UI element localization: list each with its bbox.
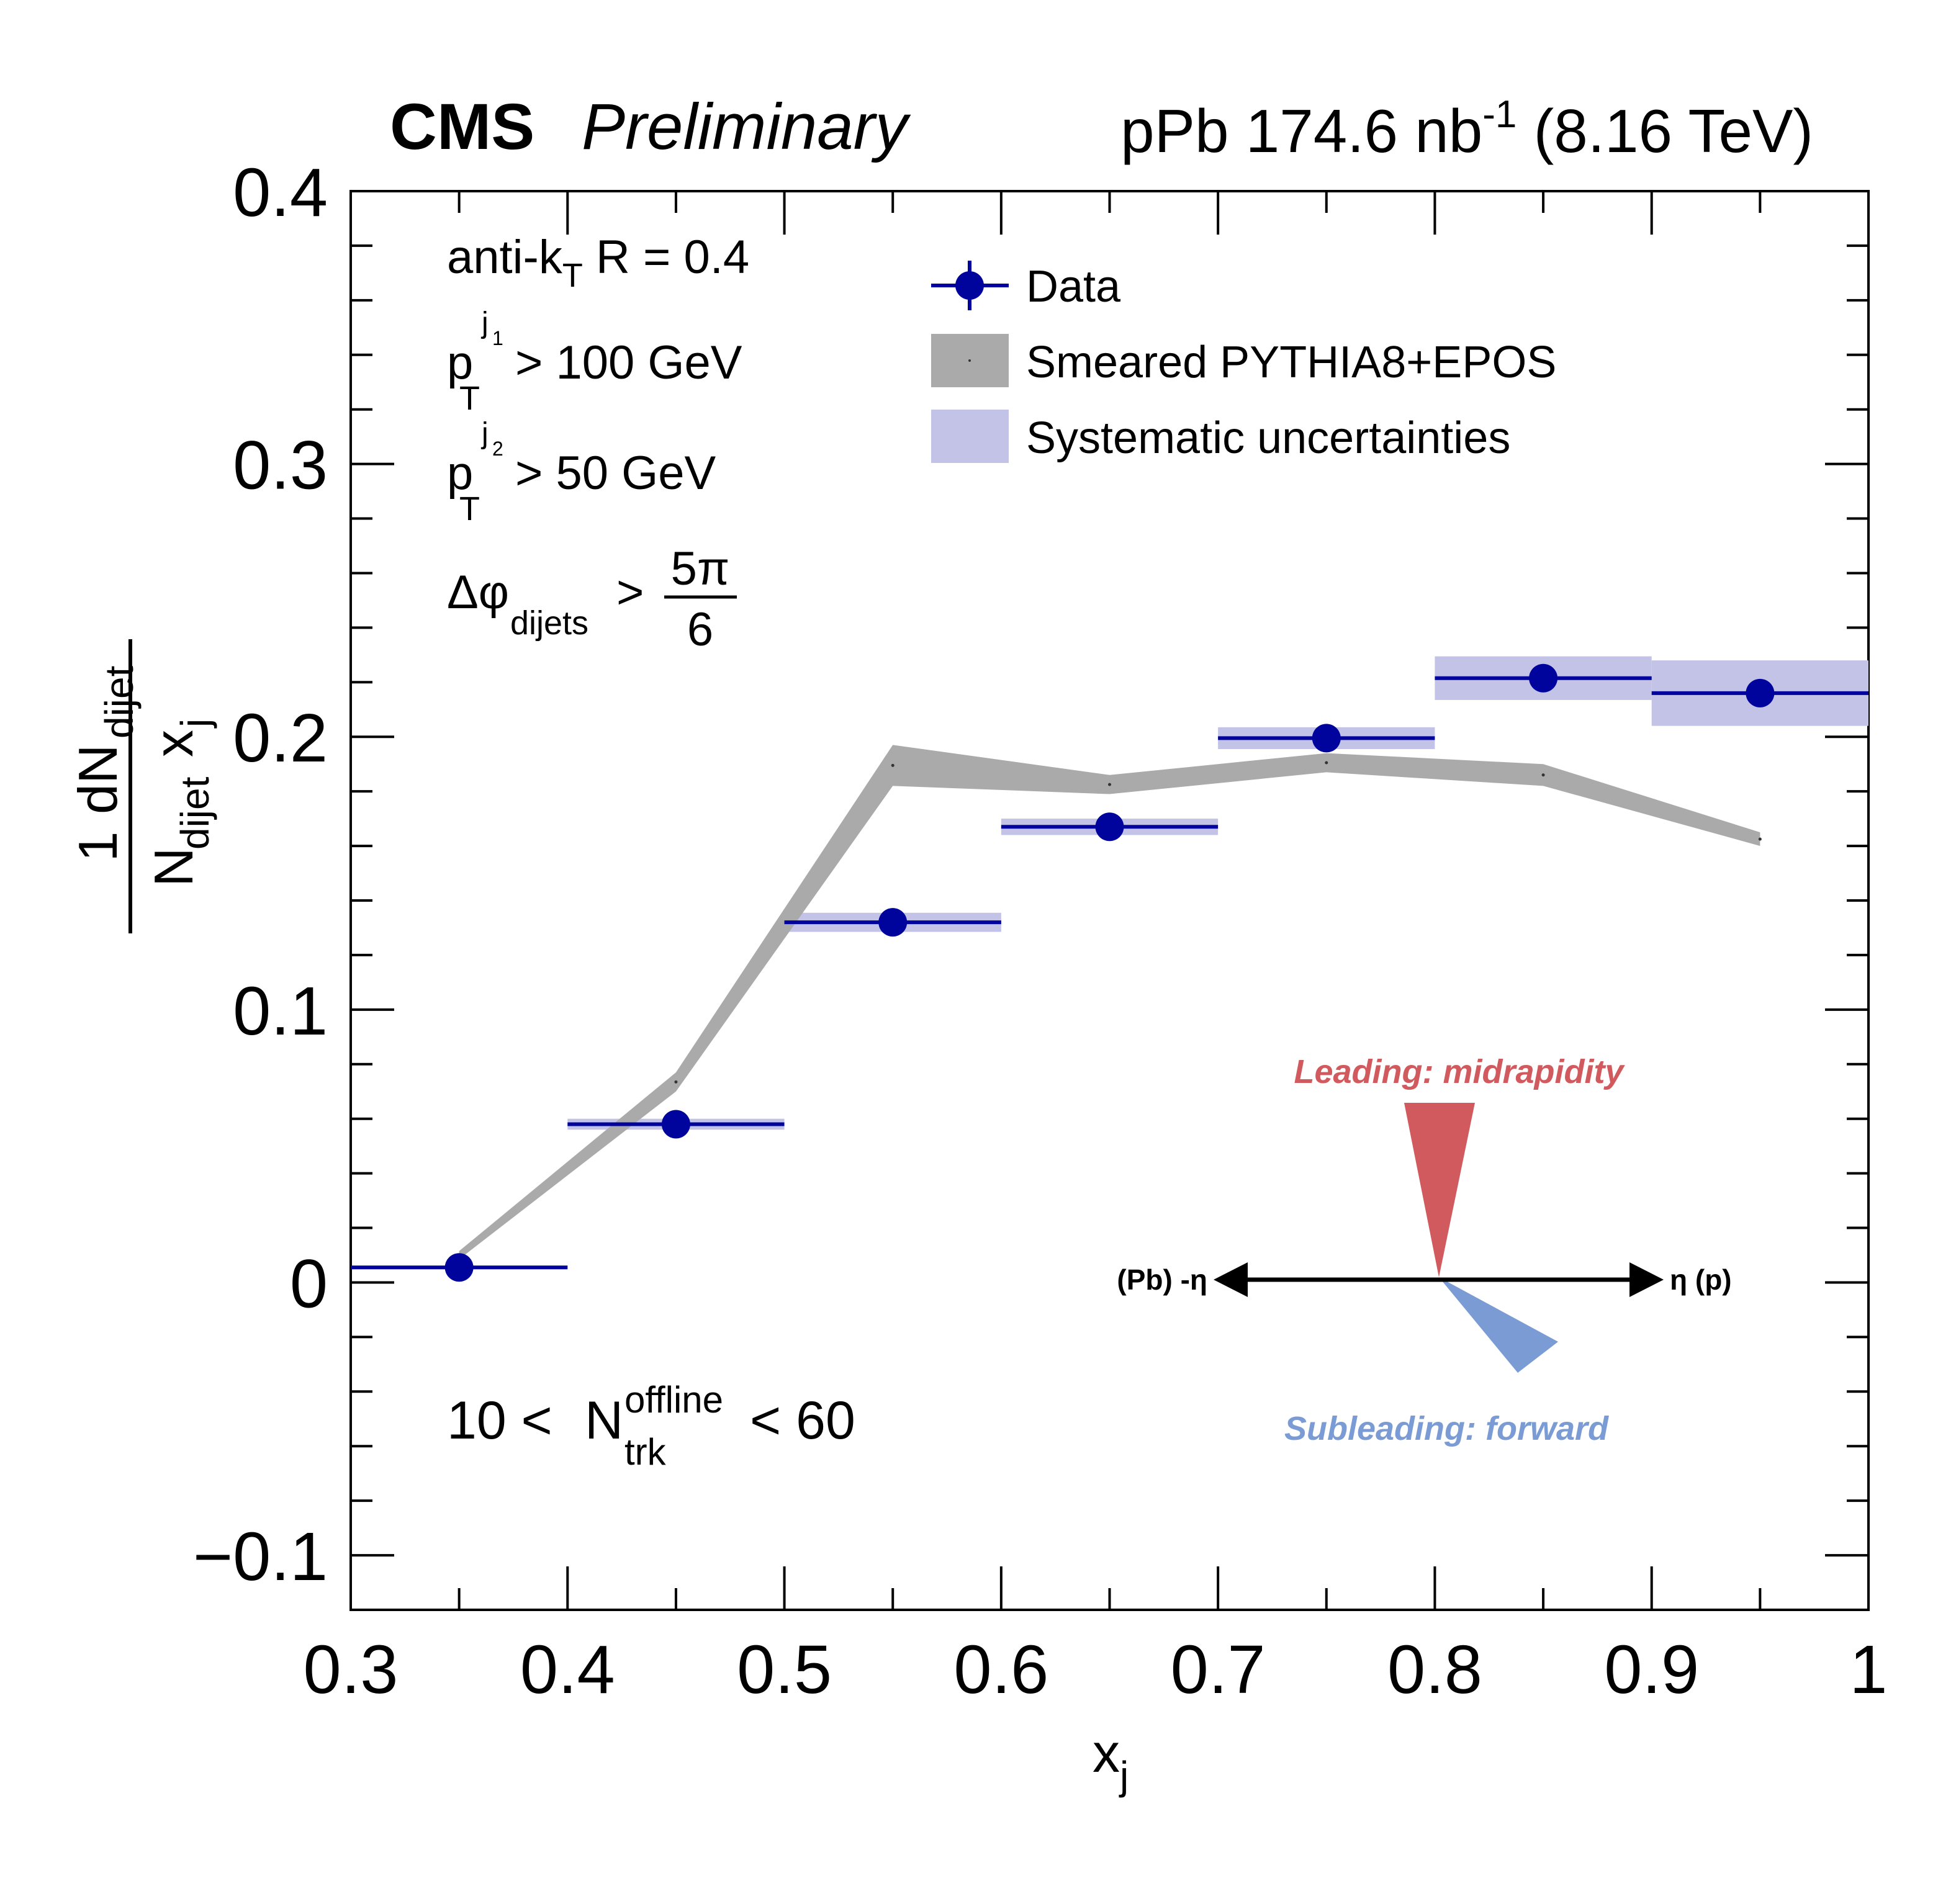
mc-center — [1541, 773, 1545, 777]
x-tick-labels: 0.3 0.4 0.5 0.6 0.7 0.8 0.9 1 — [304, 1632, 1888, 1708]
mc-center — [891, 763, 895, 767]
svg-text:Δφ: Δφ — [447, 566, 509, 619]
mc-center — [1758, 837, 1762, 841]
subleading-label: Subleading: forward — [1284, 1410, 1609, 1447]
data-series — [351, 663, 1868, 1282]
svg-text:dijet: dijet — [97, 665, 142, 739]
cms-label: CMS — [390, 91, 534, 163]
svg-text:1: 1 — [67, 832, 128, 862]
mc-center — [674, 1080, 678, 1084]
legend: Data Smeared PYTHIA8+EPOS Systematic unc… — [931, 261, 1556, 463]
data-point — [444, 1253, 474, 1282]
x-tick-label: 0.9 — [1604, 1632, 1699, 1708]
svg-text:dijets: dijets — [510, 604, 588, 642]
svg-text:6: 6 — [687, 603, 713, 656]
svg-text:dijet: dijet — [173, 776, 217, 850]
svg-text:> 100 GeV: > 100 GeV — [515, 336, 742, 389]
data-point — [878, 908, 908, 937]
svg-text:T: T — [459, 490, 480, 528]
svg-text:dN: dN — [67, 745, 128, 815]
svg-text:j: j — [173, 719, 217, 729]
arrow-right-icon — [1629, 1262, 1664, 1297]
svg-text:> 50 GeV: > 50 GeV — [515, 447, 716, 500]
x-tick-label: 0.6 — [953, 1632, 1048, 1708]
pt-j2-cut: p j 2 T > 50 GeV — [447, 417, 716, 528]
y-axis-title-fraction: dN dijet x j — [67, 639, 217, 825]
svg-text:N: N — [143, 847, 204, 887]
x-tick-label: 0.8 — [1387, 1632, 1482, 1708]
plot-frame — [349, 190, 1870, 1611]
x-tick-label: 0.7 — [1171, 1632, 1266, 1708]
svg-text:< 60: < 60 — [750, 1391, 855, 1450]
svg-text:>: > — [616, 566, 644, 619]
data-point — [661, 1110, 690, 1139]
svg-text:2: 2 — [492, 438, 503, 460]
legend-syst-swatch — [931, 410, 1009, 463]
x-tick-label: 0.4 — [520, 1632, 615, 1708]
axis-ticks — [349, 190, 1870, 1610]
x-tick-label: 0.5 — [737, 1632, 832, 1708]
svg-text:p: p — [447, 447, 473, 500]
eta-right-label: η (p) — [1670, 1264, 1732, 1296]
svg-text:j: j — [480, 417, 489, 450]
y-tick-labels: −0.1 0 0.1 0.2 0.3 0.4 — [193, 155, 328, 1595]
multiplicity-label: 10 < N offline trk < 60 — [447, 1379, 855, 1473]
svg-text:10 <: 10 < — [447, 1391, 552, 1450]
x-tick-label: 1 — [1849, 1632, 1887, 1708]
svg-text:trk: trk — [624, 1431, 667, 1473]
svg-text:T: T — [459, 380, 480, 417]
svg-text:5π: 5π — [671, 542, 730, 595]
y-tick-label: −0.1 — [193, 1519, 328, 1595]
svg-text:N: N — [585, 1391, 623, 1450]
data-point — [1529, 663, 1558, 693]
mc-band — [459, 745, 1760, 1260]
leading-label: Leading: midrapidity — [1294, 1053, 1625, 1090]
legend-syst-label: Systematic uncertainties — [1026, 413, 1510, 463]
preliminary-label: Preliminary — [582, 91, 911, 163]
syst-boxes — [351, 656, 1868, 1269]
dphi-cut: Δφ dijets > 5π 6 — [447, 542, 737, 656]
data-point — [1095, 812, 1124, 842]
svg-text:j: j — [480, 307, 489, 339]
algo-label: anti-kT R = 0.4 — [447, 231, 749, 294]
legend-data-marker — [931, 261, 1009, 310]
y-tick-label: 0.4 — [233, 155, 328, 231]
legend-data-label: Data — [1026, 262, 1121, 312]
mc-center — [1325, 761, 1328, 765]
svg-text:x: x — [143, 730, 204, 757]
y-tick-label: 0.2 — [233, 700, 328, 776]
x-axis-title: xj — [1093, 1722, 1129, 1798]
y-tick-label: 0.3 — [233, 428, 328, 504]
y-tick-label: 0 — [290, 1246, 328, 1322]
leading-jet-cone — [1404, 1103, 1475, 1277]
subleading-jet-cone — [1439, 1277, 1558, 1373]
svg-text:p: p — [447, 336, 473, 389]
mc-center — [1108, 783, 1111, 786]
data-point — [1746, 678, 1775, 707]
pt-j1-cut: p j 1 T > 100 GeV — [447, 307, 742, 417]
svg-text:offline: offline — [624, 1379, 723, 1421]
legend-mc-label: Smeared PYTHIA8+EPOS — [1026, 338, 1556, 387]
data-point — [1312, 724, 1341, 753]
arrow-left-icon — [1214, 1262, 1248, 1297]
y-tick-label: 0.1 — [233, 973, 328, 1049]
x-tick-label: 0.3 — [304, 1632, 399, 1708]
eta-left-label: (Pb) -η — [1117, 1264, 1207, 1296]
svg-text:1: 1 — [492, 327, 503, 349]
lumi-label: pPb 174.6 nb-1 (8.16 TeV) — [1120, 93, 1813, 165]
topology-inset: Leading: midrapidity (Pb) -η η (p) Suble… — [1117, 1053, 1731, 1447]
